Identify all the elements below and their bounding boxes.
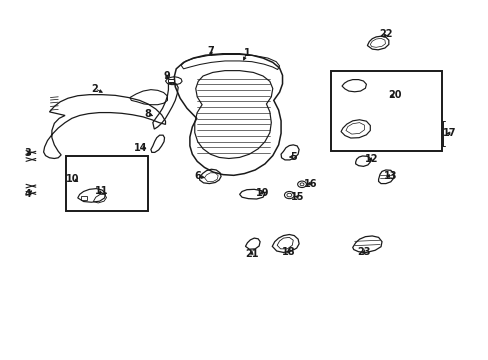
Text: 7: 7 (206, 46, 213, 56)
Text: 16: 16 (303, 179, 316, 189)
Text: 20: 20 (387, 90, 401, 100)
Text: 9: 9 (163, 71, 169, 81)
Text: 1: 1 (243, 48, 250, 58)
Bar (330, 71, 442, 151)
Text: 11: 11 (95, 186, 108, 197)
Text: 10: 10 (66, 174, 80, 184)
Text: 18: 18 (281, 247, 295, 257)
Text: 2: 2 (91, 84, 98, 94)
Text: 5: 5 (289, 152, 296, 162)
Text: 17: 17 (442, 129, 455, 138)
Text: 15: 15 (291, 192, 304, 202)
Text: 8: 8 (144, 109, 151, 119)
Text: 22: 22 (378, 29, 392, 39)
Text: 19: 19 (255, 188, 269, 198)
Text: 21: 21 (244, 248, 258, 258)
Text: 14: 14 (134, 143, 147, 153)
Bar (65, 156, 148, 211)
Text: 3: 3 (24, 148, 31, 158)
Text: 4: 4 (24, 189, 31, 199)
Text: 23: 23 (357, 247, 370, 257)
Text: 6: 6 (194, 171, 201, 181)
Text: 12: 12 (364, 154, 377, 164)
Text: 13: 13 (383, 171, 397, 181)
